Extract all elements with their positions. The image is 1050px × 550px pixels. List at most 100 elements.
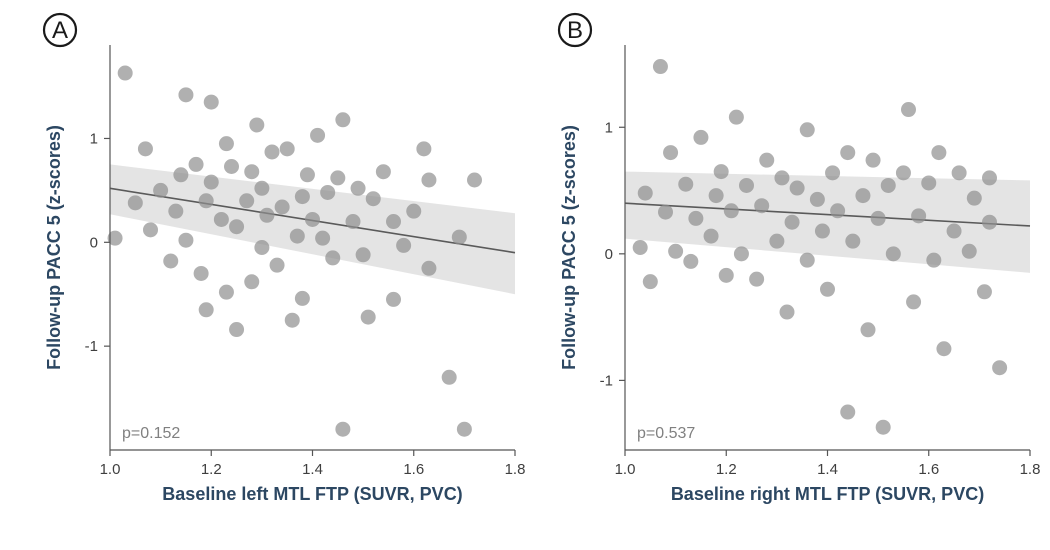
scatter-panel-A: 1.01.21.41.61.8-101Baseline left MTL FTP… xyxy=(25,10,525,540)
data-point xyxy=(265,144,280,159)
data-point xyxy=(992,360,1007,375)
x-tick-label: 1.8 xyxy=(505,461,525,478)
p-value-text: p=0.152 xyxy=(122,425,180,442)
data-point xyxy=(320,185,335,200)
x-tick-label: 1.0 xyxy=(100,461,121,478)
data-point xyxy=(653,59,668,74)
data-point xyxy=(734,246,749,261)
data-point xyxy=(876,420,891,435)
x-tick-label: 1.6 xyxy=(918,461,939,478)
data-point xyxy=(633,240,648,255)
data-point xyxy=(442,370,457,385)
data-point xyxy=(153,183,168,198)
data-point xyxy=(658,205,673,220)
data-point xyxy=(931,145,946,160)
data-point xyxy=(275,200,290,215)
data-point xyxy=(921,175,936,190)
x-tick-label: 1.4 xyxy=(817,461,838,478)
data-point xyxy=(194,266,209,281)
data-point xyxy=(199,193,214,208)
data-point xyxy=(709,188,724,203)
data-point xyxy=(724,203,739,218)
data-point xyxy=(643,274,658,289)
data-point xyxy=(143,222,158,237)
data-point xyxy=(305,212,320,227)
data-point xyxy=(315,231,330,246)
data-point xyxy=(866,153,881,168)
data-point xyxy=(467,173,482,188)
p-value-text: p=0.537 xyxy=(637,425,695,442)
data-point xyxy=(229,219,244,234)
data-point xyxy=(729,110,744,125)
data-point xyxy=(845,234,860,249)
data-point xyxy=(178,233,193,248)
data-point xyxy=(825,165,840,180)
data-point xyxy=(244,164,259,179)
scatter-panel-B: 1.01.21.41.61.8-101Baseline right MTL FT… xyxy=(540,10,1040,540)
data-point xyxy=(926,253,941,268)
data-point xyxy=(947,224,962,239)
data-point xyxy=(168,204,183,219)
data-point xyxy=(693,130,708,145)
data-point xyxy=(982,215,997,230)
data-point xyxy=(977,284,992,299)
data-point xyxy=(118,66,133,81)
data-point xyxy=(163,254,178,269)
data-point xyxy=(351,181,366,196)
data-point xyxy=(204,95,219,110)
data-point xyxy=(224,159,239,174)
data-point xyxy=(759,153,774,168)
data-point xyxy=(810,192,825,207)
data-point xyxy=(361,310,376,325)
data-point xyxy=(138,141,153,156)
y-tick-label: -1 xyxy=(600,372,613,389)
data-point xyxy=(815,224,830,239)
data-point xyxy=(840,405,855,420)
y-axis-label: Follow-up PACC 5 (z-scores) xyxy=(559,125,579,370)
data-point xyxy=(719,268,734,283)
data-point xyxy=(366,191,381,206)
x-tick-label: 1.6 xyxy=(403,461,424,478)
data-point xyxy=(906,294,921,309)
data-point xyxy=(244,274,259,289)
data-point xyxy=(785,215,800,230)
data-point xyxy=(800,122,815,137)
data-point xyxy=(285,313,300,328)
data-point xyxy=(310,128,325,143)
data-point xyxy=(774,170,789,185)
panel-badge-letter: B xyxy=(567,17,583,44)
x-tick-label: 1.8 xyxy=(1020,461,1040,478)
data-point xyxy=(219,285,234,300)
data-point xyxy=(396,238,411,253)
data-point xyxy=(982,170,997,185)
data-point xyxy=(335,112,350,127)
data-point xyxy=(259,208,274,223)
data-point xyxy=(800,253,815,268)
data-point xyxy=(254,240,269,255)
data-point xyxy=(749,272,764,287)
data-point xyxy=(270,258,285,273)
data-point xyxy=(881,178,896,193)
x-tick-label: 1.2 xyxy=(201,461,222,478)
data-point xyxy=(173,167,188,182)
data-point xyxy=(861,322,876,337)
data-point xyxy=(780,305,795,320)
data-point xyxy=(346,214,361,229)
scatter-figure: 1.01.21.41.61.8-101Baseline left MTL FTP… xyxy=(0,0,1050,550)
data-point xyxy=(830,203,845,218)
data-point xyxy=(936,341,951,356)
data-point xyxy=(688,211,703,226)
data-point xyxy=(128,195,143,210)
y-tick-label: -1 xyxy=(85,338,98,355)
y-tick-label: 0 xyxy=(90,234,98,251)
data-point xyxy=(325,250,340,265)
data-point xyxy=(901,102,916,117)
data-point xyxy=(219,136,234,151)
data-point xyxy=(668,244,683,259)
data-point xyxy=(704,229,719,244)
data-point xyxy=(290,229,305,244)
data-point xyxy=(330,170,345,185)
data-point xyxy=(295,189,310,204)
x-tick-label: 1.2 xyxy=(716,461,737,478)
data-point xyxy=(406,204,421,219)
